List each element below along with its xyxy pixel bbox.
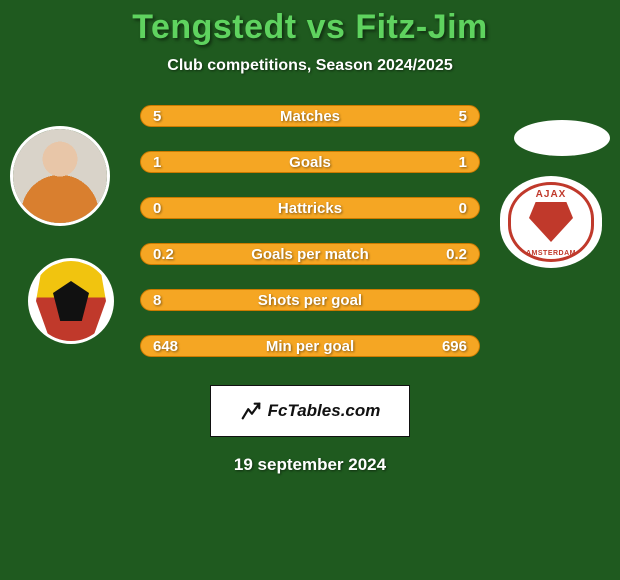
stat-row-hattricks: 0 Hattricks 0 <box>140 197 480 219</box>
player1-avatar <box>10 126 110 226</box>
stat-row-shots-per-goal: 8 Shots per goal <box>140 289 480 311</box>
stat-right-value: 0.2 <box>433 246 467 263</box>
subtitle: Club competitions, Season 2024/2025 <box>167 57 452 75</box>
stat-label: Shots per goal <box>141 292 479 309</box>
stat-label: Goals <box>141 154 479 171</box>
stat-row-goals-per-match: 0.2 Goals per match 0.2 <box>140 243 480 265</box>
stat-label: Goals per match <box>141 246 479 263</box>
stat-label: Min per goal <box>141 338 479 355</box>
comparison-card: Tengstedt vs Fitz-Jim Club competitions,… <box>0 0 620 580</box>
stat-left-value: 648 <box>153 338 187 355</box>
ajax-crest-inner-icon <box>529 202 573 242</box>
stat-left-value: 0 <box>153 200 187 217</box>
stats-container: 5 Matches 5 1 Goals 1 0 Hattricks 0 0.2 … <box>140 105 480 357</box>
player2-avatar <box>514 120 610 156</box>
ajax-crest-icon: AJAX AMSTERDAM <box>508 182 594 262</box>
stat-right-value: 0 <box>433 200 467 217</box>
fctables-logo-box: FcTables.com <box>210 385 410 437</box>
stat-label: Matches <box>141 108 479 125</box>
snapshot-date: 19 september 2024 <box>234 455 386 475</box>
page-title: Tengstedt vs Fitz-Jim <box>132 8 488 47</box>
stat-left-value: 5 <box>153 108 187 125</box>
go-ahead-eagles-crest-icon <box>36 259 106 343</box>
stat-left-value: 0.2 <box>153 246 187 263</box>
fctables-logo-icon <box>240 400 262 422</box>
stat-left-value: 1 <box>153 154 187 171</box>
ajax-crest-top-text: AJAX <box>511 189 591 200</box>
stat-label: Hattricks <box>141 200 479 217</box>
stat-row-min-per-goal: 648 Min per goal 696 <box>140 335 480 357</box>
stat-right-value: 1 <box>433 154 467 171</box>
fctables-logo-text: FcTables.com <box>268 401 381 421</box>
stat-left-value: 8 <box>153 292 187 309</box>
player2-club-crest: AJAX AMSTERDAM <box>500 176 602 268</box>
stat-right-value: 5 <box>433 108 467 125</box>
player1-photo-placeholder <box>13 129 107 223</box>
player1-club-crest <box>28 258 114 344</box>
stat-row-goals: 1 Goals 1 <box>140 151 480 173</box>
stat-right-value: 696 <box>433 338 467 355</box>
stat-row-matches: 5 Matches 5 <box>140 105 480 127</box>
ajax-crest-bottom-text: AMSTERDAM <box>511 250 591 257</box>
